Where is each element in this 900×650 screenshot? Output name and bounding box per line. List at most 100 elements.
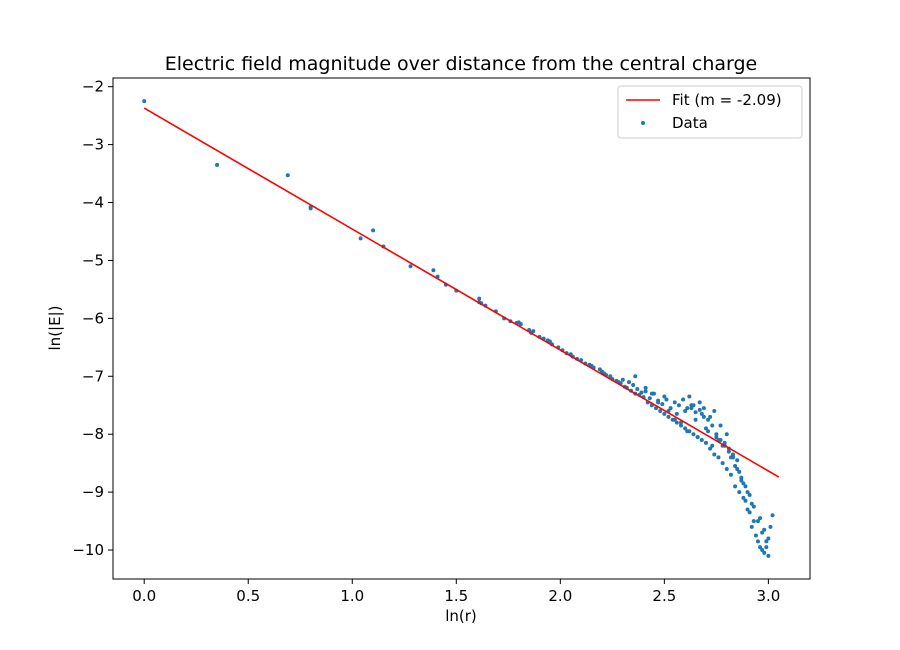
data-point <box>745 507 750 512</box>
data-point <box>676 403 681 408</box>
data-point <box>747 493 752 498</box>
data-point <box>749 524 754 529</box>
data-point <box>683 426 688 431</box>
data-point <box>691 403 696 408</box>
data-point <box>685 406 690 411</box>
legend-data-swatch <box>641 121 645 125</box>
data-point <box>753 533 758 538</box>
y-tick-label: −10 <box>72 541 104 559</box>
data-point <box>693 410 698 415</box>
data-point <box>747 510 752 515</box>
data-point <box>762 527 767 532</box>
data-point <box>714 435 719 440</box>
data-point <box>142 99 147 104</box>
legend-data-label: Data <box>672 114 708 132</box>
data-point <box>658 409 663 414</box>
data-point <box>760 548 765 553</box>
data-point <box>712 452 717 457</box>
data-point <box>739 478 744 483</box>
data-point <box>726 449 731 454</box>
data-point <box>668 406 673 411</box>
plot-area <box>112 77 811 580</box>
data-point <box>733 464 738 469</box>
y-tick-label: −7 <box>82 367 104 385</box>
x-tick-label: 3.0 <box>756 587 780 605</box>
data-point <box>724 466 729 471</box>
y-tick-label: −4 <box>82 194 104 212</box>
data-point <box>703 440 708 445</box>
x-tick-label: 0.0 <box>132 587 156 605</box>
data-point <box>701 414 706 419</box>
data-point <box>751 519 756 524</box>
data-point <box>724 432 729 437</box>
data-point <box>679 423 684 428</box>
data-point <box>672 417 677 422</box>
data-point <box>215 162 220 167</box>
data-point <box>674 411 679 416</box>
data-point <box>741 495 746 500</box>
data-point <box>518 322 523 327</box>
data-point <box>760 530 765 535</box>
data-point <box>647 396 652 401</box>
y-tick-label: −5 <box>82 251 104 269</box>
data-point <box>643 389 648 394</box>
data-point <box>666 414 671 419</box>
data-point <box>731 452 736 457</box>
data-point <box>733 484 738 489</box>
data-point <box>758 545 763 550</box>
plot-frame <box>112 77 811 580</box>
data-point <box>766 553 771 558</box>
data-point <box>706 429 711 434</box>
x-axis-title: ln(r) <box>445 607 477 625</box>
legend-fit-label: Fit (m = -2.09) <box>672 91 782 109</box>
data-point <box>712 409 717 414</box>
data-point <box>728 472 733 477</box>
data-point <box>531 329 536 334</box>
data-point <box>743 498 748 503</box>
data-point <box>697 400 702 405</box>
data-point <box>716 455 721 460</box>
data-point <box>672 400 677 405</box>
data-point <box>656 400 661 405</box>
data-point <box>737 469 742 474</box>
data-point <box>735 466 740 471</box>
x-tick-label: 2.0 <box>548 587 572 605</box>
data-point <box>697 407 702 412</box>
data-point <box>643 385 648 390</box>
data-point <box>710 443 715 448</box>
data-point <box>766 536 771 541</box>
legend: Fit (m = -2.09) Data <box>617 85 803 139</box>
data-point <box>693 417 698 422</box>
y-tick-label: −3 <box>82 136 104 154</box>
data-point <box>699 411 704 416</box>
data-point <box>649 391 654 396</box>
data-point <box>720 461 725 466</box>
data-point <box>620 377 625 382</box>
data-point <box>635 387 640 392</box>
data-point <box>685 429 690 434</box>
y-tick-label: −8 <box>82 425 104 443</box>
data-point <box>691 432 696 437</box>
x-axis-ticks: 0.0 0.5 1.0 1.5 2.0 2.5 3.0 <box>132 579 780 605</box>
data-point <box>764 545 769 550</box>
data-point <box>749 501 754 506</box>
data-point <box>687 394 692 399</box>
data-point <box>735 458 740 463</box>
data-point <box>755 519 760 524</box>
data-point <box>708 446 713 451</box>
data-point <box>737 490 742 495</box>
data-point <box>703 426 708 431</box>
data-point <box>745 490 750 495</box>
data-point <box>683 409 688 414</box>
data-point <box>743 484 748 489</box>
series-layer <box>142 99 780 558</box>
data-point <box>701 406 706 411</box>
data-point <box>631 382 636 387</box>
data-point <box>662 411 667 416</box>
data-point <box>681 397 686 402</box>
chart-title: Electric field magnitude over distance f… <box>165 53 758 75</box>
data-point <box>674 420 679 425</box>
data-point <box>768 524 773 529</box>
x-tick-label: 1.5 <box>444 587 468 605</box>
